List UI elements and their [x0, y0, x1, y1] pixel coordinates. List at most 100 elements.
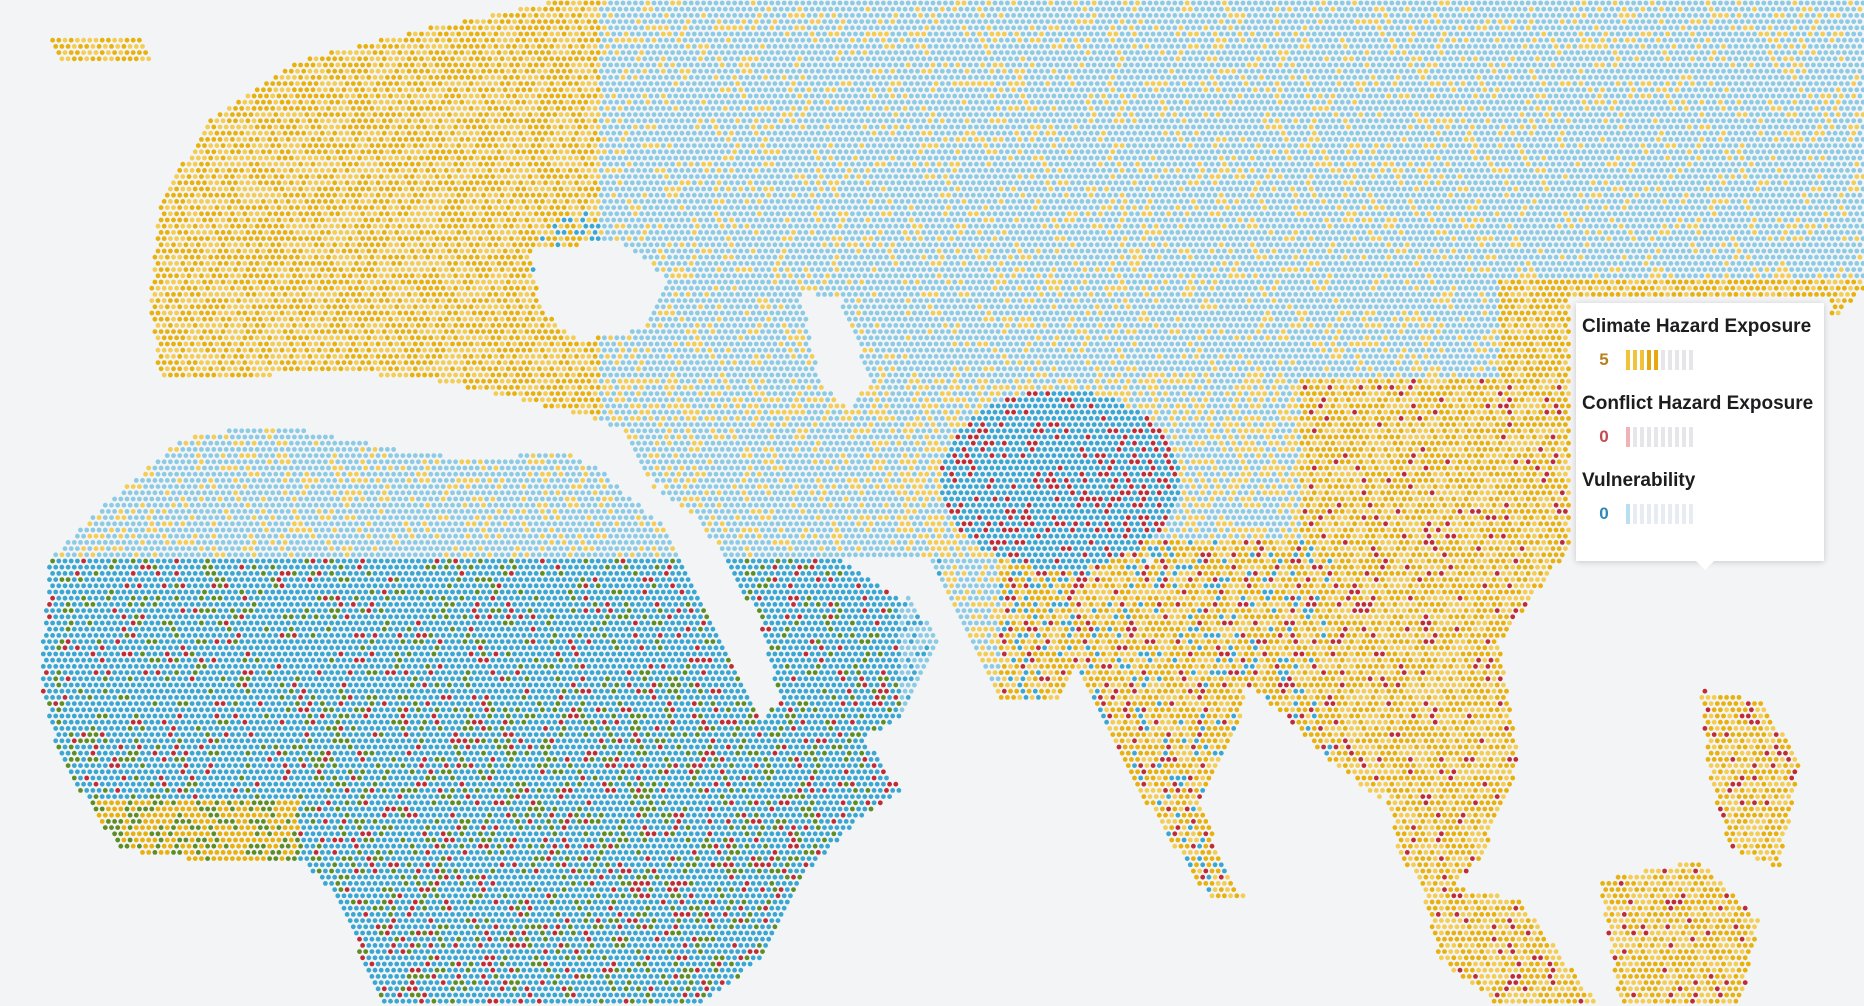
map-dot[interactable]: [1644, 1, 1649, 6]
map-dot[interactable]: [763, 13, 768, 18]
map-dot[interactable]: [1761, 1, 1766, 6]
map-dot[interactable]: [707, 13, 712, 18]
map-dot[interactable]: [977, 32, 982, 37]
map-dot[interactable]: [1185, 25, 1190, 30]
map-dot[interactable]: [1386, 19, 1391, 24]
map-dot[interactable]: [1774, 13, 1779, 18]
map-dot[interactable]: [419, 32, 424, 37]
map-dot[interactable]: [1684, 7, 1689, 12]
map-dot[interactable]: [1572, 7, 1577, 12]
map-dot[interactable]: [711, 7, 716, 12]
map-dot[interactable]: [602, 13, 607, 18]
map-dot[interactable]: [1715, 19, 1720, 24]
map-dot[interactable]: [1734, 32, 1739, 37]
map-dot[interactable]: [1817, 13, 1822, 18]
map-dot[interactable]: [1687, 1, 1692, 6]
map-dot[interactable]: [649, 7, 654, 12]
map-dot[interactable]: [1145, 7, 1150, 12]
map-dot[interactable]: [1306, 19, 1311, 24]
map-dot[interactable]: [1166, 25, 1171, 30]
map-dot[interactable]: [608, 13, 613, 18]
map-dot[interactable]: [1557, 1, 1562, 6]
map-dot[interactable]: [748, 7, 753, 12]
map-dot[interactable]: [1796, 7, 1801, 12]
map-dot[interactable]: [1033, 19, 1038, 24]
map-dot[interactable]: [738, 13, 743, 18]
map-dot[interactable]: [525, 19, 530, 24]
map-dot[interactable]: [1203, 25, 1208, 30]
map-dot[interactable]: [621, 25, 626, 30]
map-dot[interactable]: [1538, 13, 1543, 18]
map-dot[interactable]: [1641, 32, 1646, 37]
map-dot[interactable]: [1482, 1, 1487, 6]
map-dot[interactable]: [1281, 32, 1286, 37]
map-dot[interactable]: [1005, 25, 1010, 30]
map-dot[interactable]: [580, 32, 585, 37]
map-dot[interactable]: [797, 19, 802, 24]
map-dot[interactable]: [698, 19, 703, 24]
map-dot[interactable]: [831, 13, 836, 18]
map-dot[interactable]: [649, 19, 654, 24]
map-dot[interactable]: [664, 25, 669, 30]
map-dot[interactable]: [1715, 32, 1720, 37]
map-dot[interactable]: [1200, 19, 1205, 24]
map-dot[interactable]: [856, 1, 861, 6]
map-dot[interactable]: [1234, 25, 1239, 30]
map-dot[interactable]: [996, 32, 1001, 37]
map-dot[interactable]: [1808, 19, 1813, 24]
map-dot[interactable]: [1120, 7, 1125, 12]
map-dot[interactable]: [782, 25, 787, 30]
map-dot[interactable]: [1126, 32, 1131, 37]
map-dot[interactable]: [1513, 13, 1518, 18]
map-dot[interactable]: [1709, 19, 1714, 24]
map-dot[interactable]: [977, 19, 982, 24]
map-dot[interactable]: [528, 13, 533, 18]
map-dot[interactable]: [807, 1, 812, 6]
map-dot[interactable]: [1659, 32, 1664, 37]
map-dot[interactable]: [1033, 32, 1038, 37]
map-dot[interactable]: [1079, 13, 1084, 18]
map-dot[interactable]: [717, 19, 722, 24]
map-dot[interactable]: [1544, 13, 1549, 18]
map-dot[interactable]: [1774, 1, 1779, 6]
map-dot[interactable]: [875, 1, 880, 6]
map-dot[interactable]: [1141, 25, 1146, 30]
map-dot[interactable]: [438, 32, 443, 37]
map-dot[interactable]: [1002, 7, 1007, 12]
map-dot[interactable]: [952, 32, 957, 37]
map-dot[interactable]: [1396, 13, 1401, 18]
map-dot[interactable]: [1455, 7, 1460, 12]
map-dot[interactable]: [525, 7, 530, 12]
map-dot[interactable]: [1597, 32, 1602, 37]
map-dot[interactable]: [521, 13, 526, 18]
map-dot[interactable]: [704, 7, 709, 12]
map-dot[interactable]: [887, 1, 892, 6]
map-dot[interactable]: [1039, 32, 1044, 37]
map-dot[interactable]: [763, 1, 768, 6]
map-dot[interactable]: [1594, 25, 1599, 30]
map-dot[interactable]: [1005, 13, 1010, 18]
map-dot[interactable]: [621, 1, 626, 6]
map-dot[interactable]: [1076, 19, 1081, 24]
map-dot[interactable]: [1349, 32, 1354, 37]
map-dot[interactable]: [1696, 32, 1701, 37]
map-dot[interactable]: [1455, 32, 1460, 37]
map-dot[interactable]: [1160, 1, 1165, 6]
map-dot[interactable]: [1309, 1, 1314, 6]
map-dot[interactable]: [1225, 32, 1230, 37]
map-dot[interactable]: [937, 1, 942, 6]
map-dot[interactable]: [717, 7, 722, 12]
map-dot[interactable]: [738, 1, 743, 6]
map-dot[interactable]: [807, 13, 812, 18]
map-dot[interactable]: [552, 25, 557, 30]
map-dot[interactable]: [1030, 1, 1035, 6]
map-dot[interactable]: [1445, 25, 1450, 30]
map-dot[interactable]: [1411, 32, 1416, 37]
map-dot[interactable]: [1262, 19, 1267, 24]
map-dot[interactable]: [1796, 19, 1801, 24]
map-dot[interactable]: [928, 19, 933, 24]
map-dot[interactable]: [1749, 1, 1754, 6]
map-dot[interactable]: [1622, 19, 1627, 24]
map-dot[interactable]: [1284, 13, 1289, 18]
